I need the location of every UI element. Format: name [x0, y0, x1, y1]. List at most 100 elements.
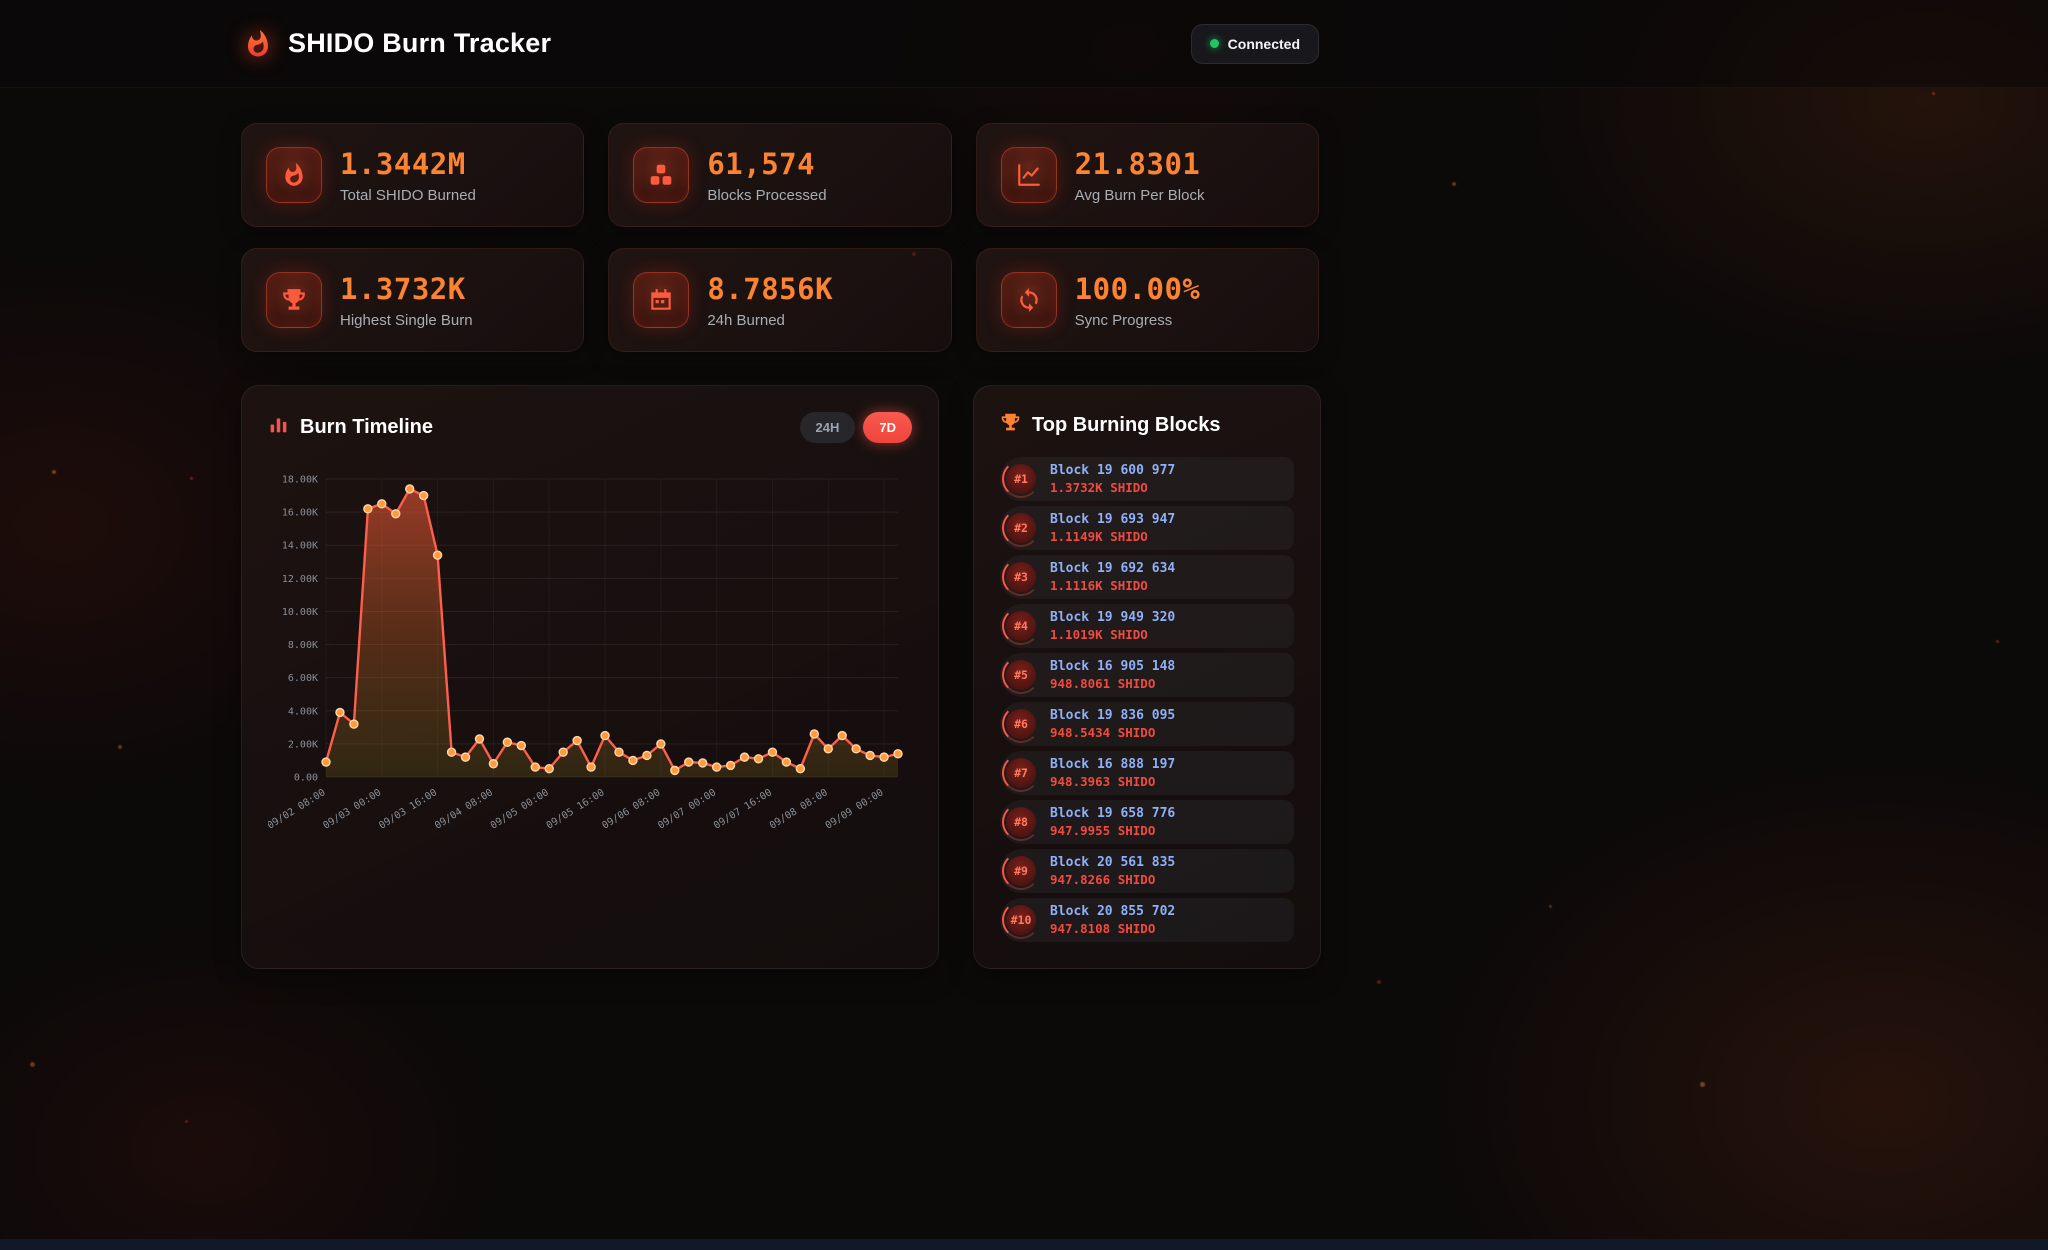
burn-amount: 1.3732K SHIDO [1050, 480, 1148, 495]
bar-chart-icon [268, 414, 289, 441]
block-info: Block 19 949 320 1.1019K SHIDO [1050, 610, 1175, 642]
status-dot-icon [1209, 39, 1219, 48]
stat-card-avg-burn: 21.8301 Avg Burn Per Block [975, 123, 1319, 227]
top-block-row[interactable]: #5 Block 16 905 148 948.8061 SHIDO [1000, 653, 1294, 697]
range-toggle: 24H 7D [799, 412, 912, 443]
rank-badge: #6 [1006, 709, 1036, 739]
status-label: Connected [1227, 35, 1300, 52]
range-button-24h[interactable]: 24H [799, 412, 856, 443]
rank-ring: #7 [1002, 754, 1040, 792]
top-blocks-list: #1 Block 19 600 977 1.3732K SHIDO #2 Block 1… [1000, 457, 1294, 942]
next-section-edge [0, 1239, 2048, 1250]
stat-label-avg-burn: Avg Burn Per Block [1074, 186, 1205, 204]
trend-chart-icon [1000, 147, 1057, 203]
rank-ring: #6 [1002, 705, 1040, 743]
svg-text:0.00: 0.00 [294, 773, 318, 784]
top-block-row[interactable]: #1 Block 19 600 977 1.3732K SHIDO [1000, 457, 1294, 501]
rank-badge: #8 [1006, 807, 1036, 837]
top-block-row[interactable]: #7 Block 16 888 197 948.3963 SHIDO [1000, 751, 1294, 795]
page-title: SHIDO Burn Tracker [288, 28, 552, 58]
svg-text:2.00K: 2.00K [288, 739, 318, 750]
rank-ring: #10 [1002, 901, 1040, 939]
block-number: Block 19 658 776 [1050, 806, 1176, 821]
stat-card-total-burned: 1.3442M Total SHIDO Burned [241, 123, 585, 227]
ember-particle [1932, 92, 1935, 95]
block-info: Block 16 888 197 948.3963 SHIDO [1050, 757, 1175, 789]
app-header: SHIDO Burn Tracker Connected [0, 0, 2048, 88]
rank-ring: #4 [1002, 607, 1040, 645]
block-info: Block 20 561 835 947.8266 SHIDO [1050, 855, 1175, 887]
top-blocks-panel-title: Top Burning Blocks [1032, 414, 1221, 436]
sync-icon [1000, 272, 1057, 328]
stat-card-sync-progress: 100.00% Sync Progress [975, 248, 1319, 352]
svg-text:09/03 16:00: 09/03 16:00 [377, 787, 439, 831]
rank-ring: #1 [1002, 460, 1040, 498]
connection-status-badge: Connected [1190, 23, 1319, 64]
burn-amount: 947.9955 SHIDO [1050, 823, 1156, 838]
flame-icon [266, 147, 322, 203]
range-button-7d[interactable]: 7D [863, 412, 912, 443]
ember-particle [1996, 640, 1999, 643]
stat-label-24h-burned: 24h Burned [707, 311, 785, 329]
top-block-row[interactable]: #8 Block 19 658 776 947.9955 SHIDO [1000, 800, 1294, 844]
burn-timeline-chart: 0.00 2.00K 4.00K 6.00K 8.00K 10.00K 12.00K 14.0… [266, 475, 903, 832]
top-block-row[interactable]: #4 Block 19 949 320 1.1019K SHIDO [1000, 604, 1294, 648]
block-number: Block 19 693 947 [1050, 512, 1176, 527]
burn-amount: 1.1149K SHIDO [1050, 529, 1148, 544]
block-number: Block 19 692 634 [1050, 561, 1176, 576]
block-info: Block 20 855 702 947.8108 SHIDO [1050, 904, 1175, 936]
block-info: Block 19 836 095 948.5434 SHIDO [1050, 708, 1175, 740]
stat-value-highest-burn: 1.3732K [340, 271, 466, 306]
stat-value-24h-burned: 8.7856K [707, 271, 834, 306]
top-block-row[interactable]: #2 Block 19 693 947 1.1149K SHIDO [1000, 506, 1294, 550]
block-number: Block 16 905 148 [1050, 659, 1176, 674]
stat-label-blocks-processed: Blocks Processed [707, 186, 827, 204]
top-burning-blocks-panel: Top Burning Blocks #1 Block 19 600 977 1.3… [973, 385, 1321, 969]
stat-value-avg-burn: 21.8301 [1074, 146, 1201, 181]
svg-text:6.00K: 6.00K [288, 673, 318, 684]
rank-ring: #2 [1002, 509, 1040, 547]
rank-badge: #9 [1006, 856, 1036, 886]
stat-card-highest-burn: 1.3732K Highest Single Burn [241, 248, 585, 352]
rank-badge: #3 [1006, 562, 1036, 592]
rank-badge: #2 [1006, 513, 1036, 543]
burn-amount: 947.8266 SHIDO [1050, 872, 1156, 887]
svg-text:18.00K: 18.00K [282, 475, 318, 486]
burn-amount: 1.1019K SHIDO [1050, 627, 1148, 642]
burn-amount: 1.1116K SHIDO [1050, 578, 1148, 593]
svg-text:12.00K: 12.00K [282, 574, 318, 585]
svg-text:16.00K: 16.00K [282, 508, 318, 519]
stat-label-highest-burn: Highest Single Burn [340, 311, 473, 329]
top-block-row[interactable]: #3 Block 19 692 634 1.1116K SHIDO [1000, 555, 1294, 599]
block-info: Block 19 600 977 1.3732K SHIDO [1050, 463, 1175, 495]
svg-text:09/04 08:00: 09/04 08:00 [433, 787, 495, 831]
rank-ring: #8 [1002, 803, 1040, 841]
ember-particle [1377, 980, 1381, 984]
calendar-icon [633, 272, 690, 328]
rank-ring: #9 [1002, 852, 1040, 890]
rank-badge: #1 [1006, 464, 1036, 494]
svg-text:09/03 00:00: 09/03 00:00 [321, 787, 383, 831]
svg-text:09/06 08:00: 09/06 08:00 [600, 787, 662, 831]
burn-amount: 947.8108 SHIDO [1050, 921, 1156, 936]
flame-logo-icon [241, 27, 275, 61]
stat-value-sync-progress: 100.00% [1074, 271, 1201, 306]
top-block-row[interactable]: #6 Block 19 836 095 948.5434 SHIDO [1000, 702, 1294, 746]
block-number: Block 19 949 320 [1050, 610, 1176, 625]
rank-ring: #3 [1002, 558, 1040, 596]
svg-text:09/05 00:00: 09/05 00:00 [489, 787, 551, 831]
svg-text:09/05 16:00: 09/05 16:00 [545, 787, 607, 831]
ember-particle [185, 1120, 188, 1123]
stat-value-blocks-processed: 61,574 [707, 146, 816, 181]
block-number: Block 16 888 197 [1050, 757, 1176, 772]
top-block-row[interactable]: #10 Block 20 855 702 947.8108 SHIDO [1000, 898, 1294, 942]
trophy-icon [266, 272, 322, 328]
svg-text:8.00K: 8.00K [288, 640, 318, 651]
block-number: Block 20 855 702 [1050, 904, 1176, 919]
block-number: Block 19 600 977 [1050, 463, 1176, 478]
block-info: Block 16 905 148 948.8061 SHIDO [1050, 659, 1175, 691]
svg-text:10.00K: 10.00K [282, 607, 318, 618]
ember-particle [190, 477, 193, 480]
top-block-row[interactable]: #9 Block 20 561 835 947.8266 SHIDO [1000, 849, 1294, 893]
burn-amount: 948.3963 SHIDO [1050, 774, 1156, 789]
